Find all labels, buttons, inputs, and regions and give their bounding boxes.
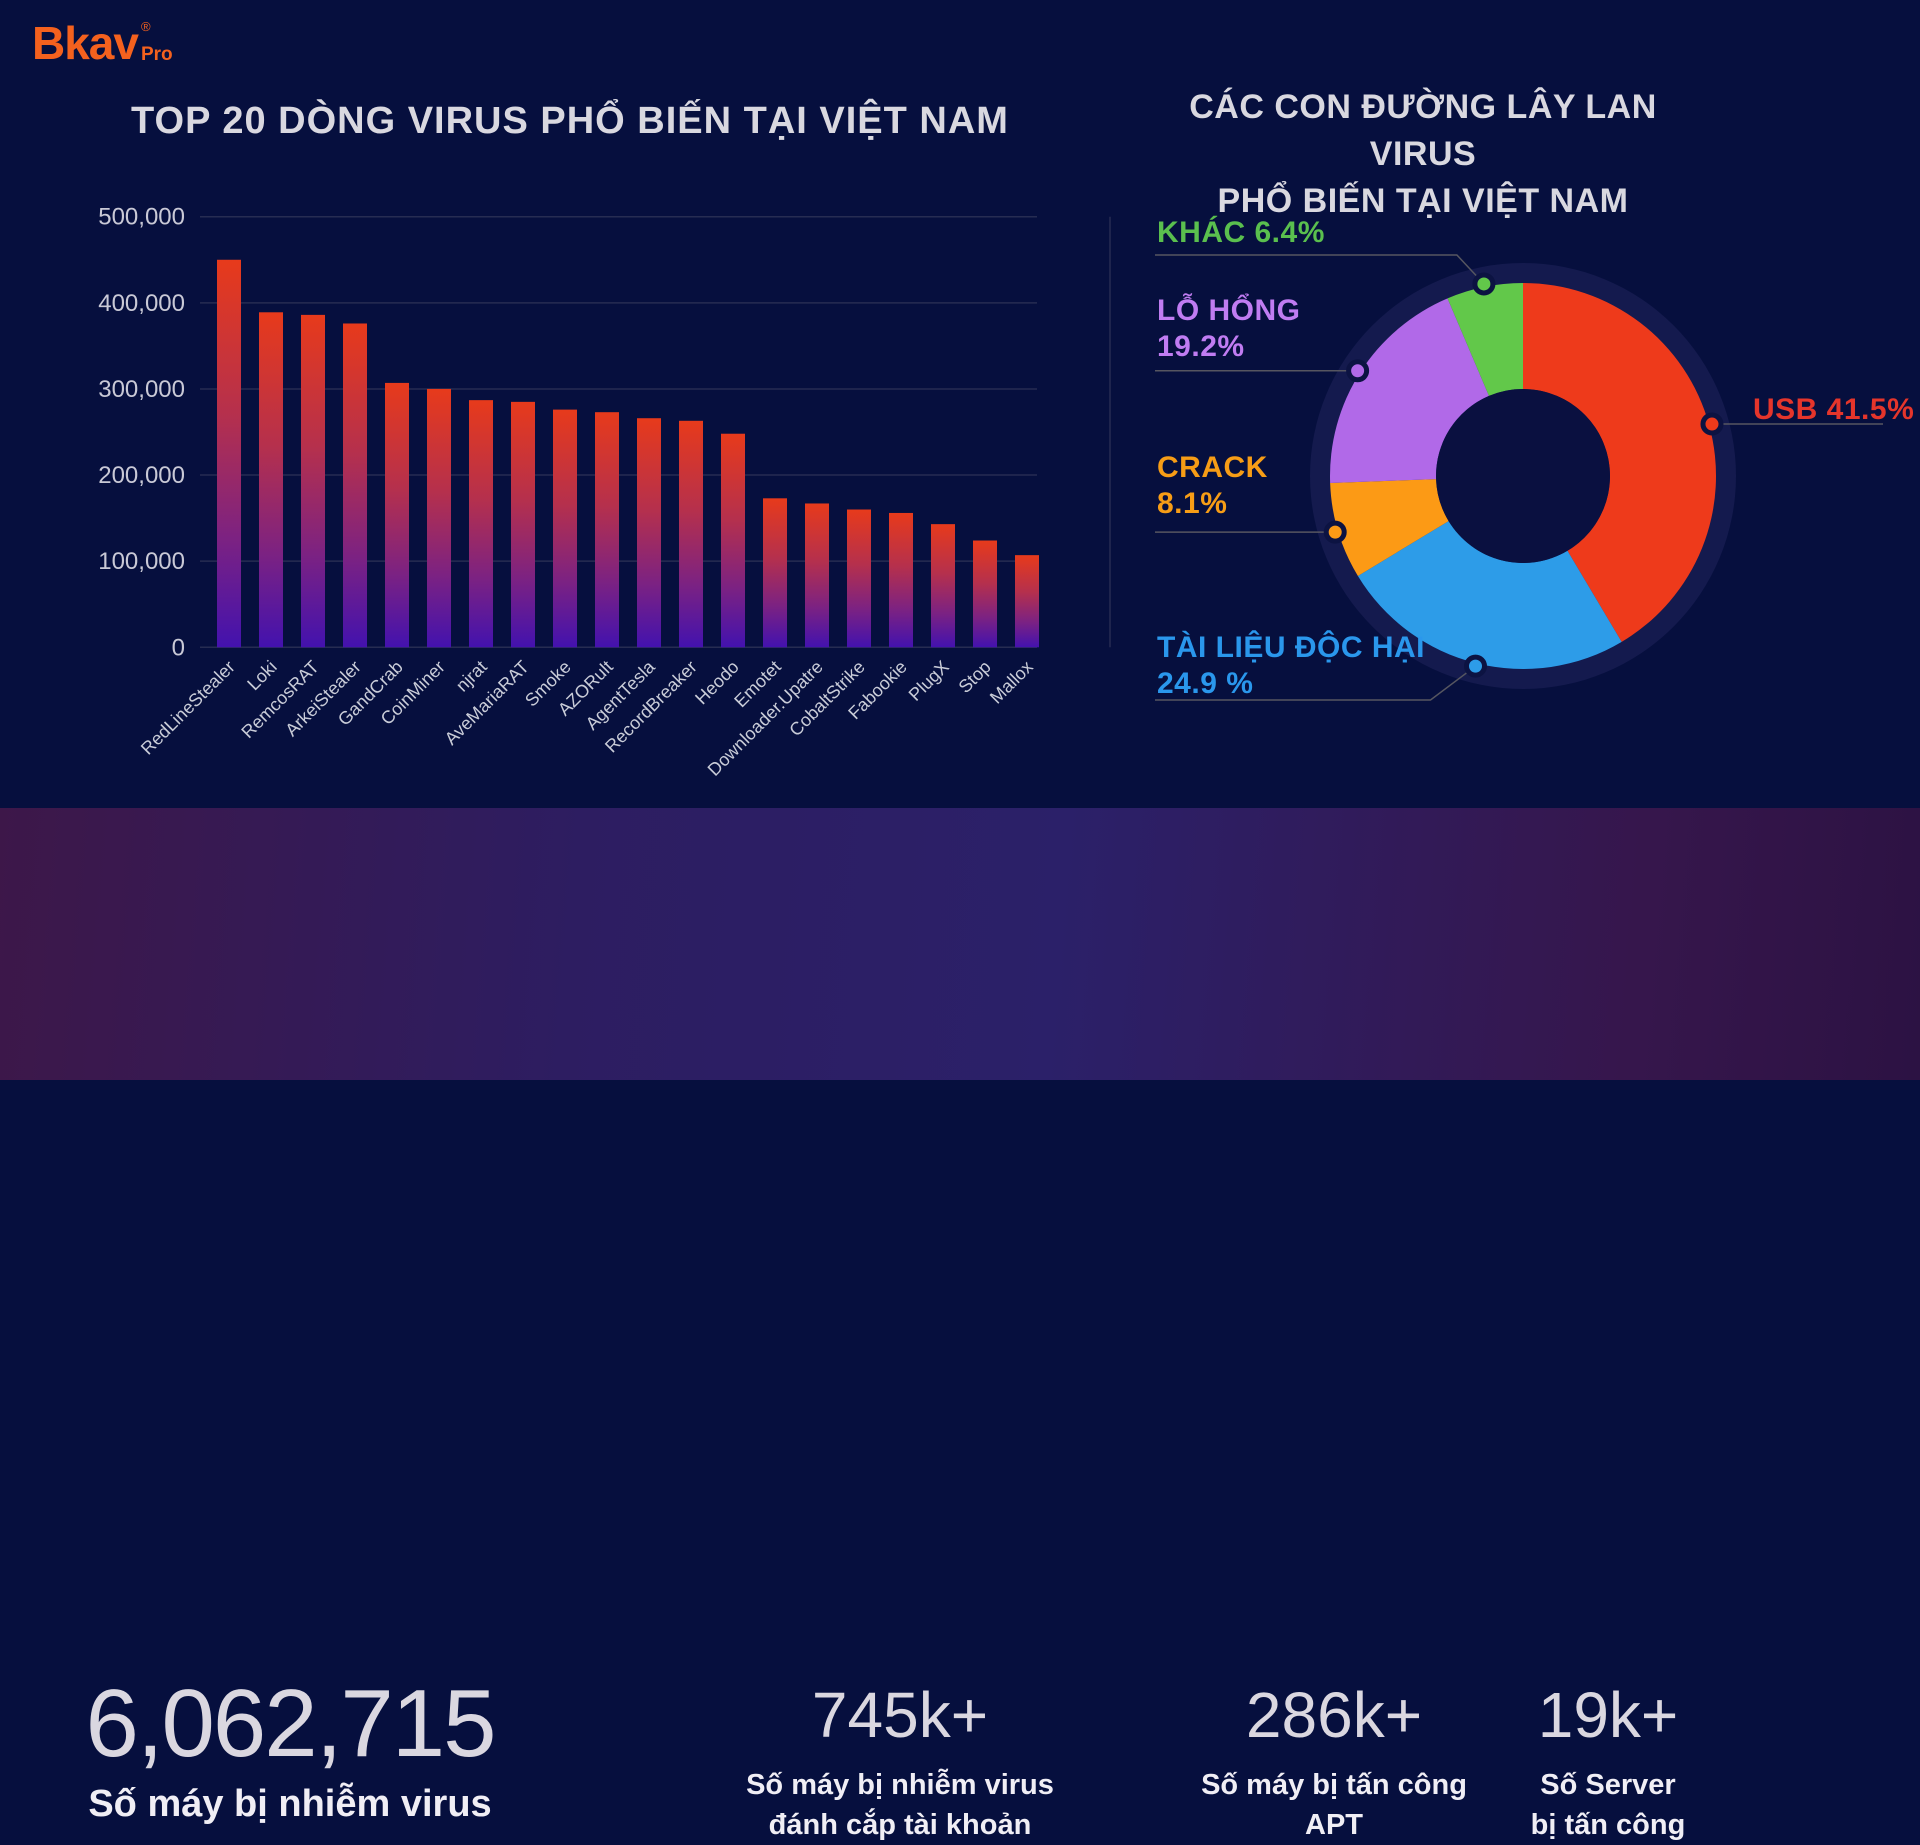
bkav-logo-badge: ® Pro xyxy=(141,20,173,64)
pie-label-tailieu-value: 24.9 % xyxy=(1157,667,1254,700)
svg-text:RedLineStealer: RedLineStealer xyxy=(137,657,239,759)
stat-infected-total: 6,062,715 Số máy bị nhiễm virus xyxy=(80,1670,500,1825)
infographic: { "logo": { "brand": "Bkav", "registered… xyxy=(0,20,1920,1841)
svg-text:300,000: 300,000 xyxy=(98,376,185,403)
pie-label-khac: KHÁC 6.4% xyxy=(1157,215,1325,251)
stat-account-stealer-value: 745k+ xyxy=(811,1679,989,1751)
svg-text:Loki: Loki xyxy=(243,657,280,694)
pie-label-lohong: LỖ HỔNG 19.2% xyxy=(1157,293,1301,365)
svg-text:200,000: 200,000 xyxy=(98,462,185,489)
pie-chart-title: CÁC CON ĐƯỜNG LÂY LAN VIRUS PHỔ BIẾN TẠI… xyxy=(1140,84,1706,225)
pie-label-tailieu-name: TÀI LIỆU ĐỘC HẠI xyxy=(1157,631,1425,664)
svg-text:500,000: 500,000 xyxy=(98,204,185,231)
pie-label-usb-text: USB 41.5% xyxy=(1753,393,1915,426)
svg-text:PlugX: PlugX xyxy=(905,657,953,705)
stat-infected-total-value: 6,062,715 xyxy=(85,1670,496,1777)
svg-text:400,000: 400,000 xyxy=(98,290,185,317)
stat-account-stealer-caption: Số máy bị nhiễm virus đánh cắp tài khoản xyxy=(746,1769,1054,1841)
pie-label-crack-value: 8.1% xyxy=(1157,487,1228,520)
stat-server-attacks-value: 19k+ xyxy=(1537,1679,1679,1751)
svg-text:100,000: 100,000 xyxy=(98,548,185,575)
stat-server-attacks-caption: Số Server bị tấn công xyxy=(1530,1769,1686,1841)
virus-spread-donut-chart xyxy=(1155,254,1883,701)
pie-label-crack: CRACK 8.1% xyxy=(1157,450,1268,522)
pie-label-tailieu-doc-hai: TÀI LIỆU ĐỘC HẠI 24.9 % xyxy=(1157,630,1425,702)
stat-infected-total-caption: Số máy bị nhiễm virus xyxy=(88,1783,492,1825)
registered-mark: ® xyxy=(140,19,151,34)
bkav-pro-suffix: Pro xyxy=(140,44,173,65)
pie-label-lohong-value: 19.2% xyxy=(1157,330,1245,363)
pie-label-lohong-name: LỖ HỔNG xyxy=(1157,294,1301,327)
pie-chart-title-line2: PHỔ BIẾN TẠI VIỆT NAM xyxy=(1217,182,1629,220)
bkav-logo: Bkav ® Pro xyxy=(32,20,173,66)
footer-stats-band: 6,062,715 Số máy bị nhiễm virus 745k+ Số… xyxy=(0,808,1920,1841)
stat-account-stealer: 745k+ Số máy bị nhiễm virus đánh cắp tài… xyxy=(700,1683,1100,1845)
svg-text:0: 0 xyxy=(172,634,185,661)
pie-label-khac-text: KHÁC 6.4% xyxy=(1157,216,1325,249)
bar-chart-bars xyxy=(217,259,1039,648)
stat-server-attacks: 19k+ Số Server bị tấn công xyxy=(1408,1683,1808,1845)
pie-chart-title-line1: CÁC CON ĐƯỜNG LÂY LAN VIRUS xyxy=(1189,88,1657,173)
top20-virus-bar-chart: 500,000 400,000 300,000 200,000 100,000 0RedL… xyxy=(98,204,1111,780)
svg-text:Mallox: Mallox xyxy=(986,657,1037,708)
pie-label-usb: USB 41.5% xyxy=(1753,392,1914,428)
pie-label-crack-name: CRACK xyxy=(1157,451,1268,484)
bkav-brand-text: Bkav xyxy=(32,17,139,69)
bar-chart-title: TOP 20 DÒNG VIRUS PHỔ BIẾN TẠI VIỆT NAM xyxy=(131,100,1009,142)
